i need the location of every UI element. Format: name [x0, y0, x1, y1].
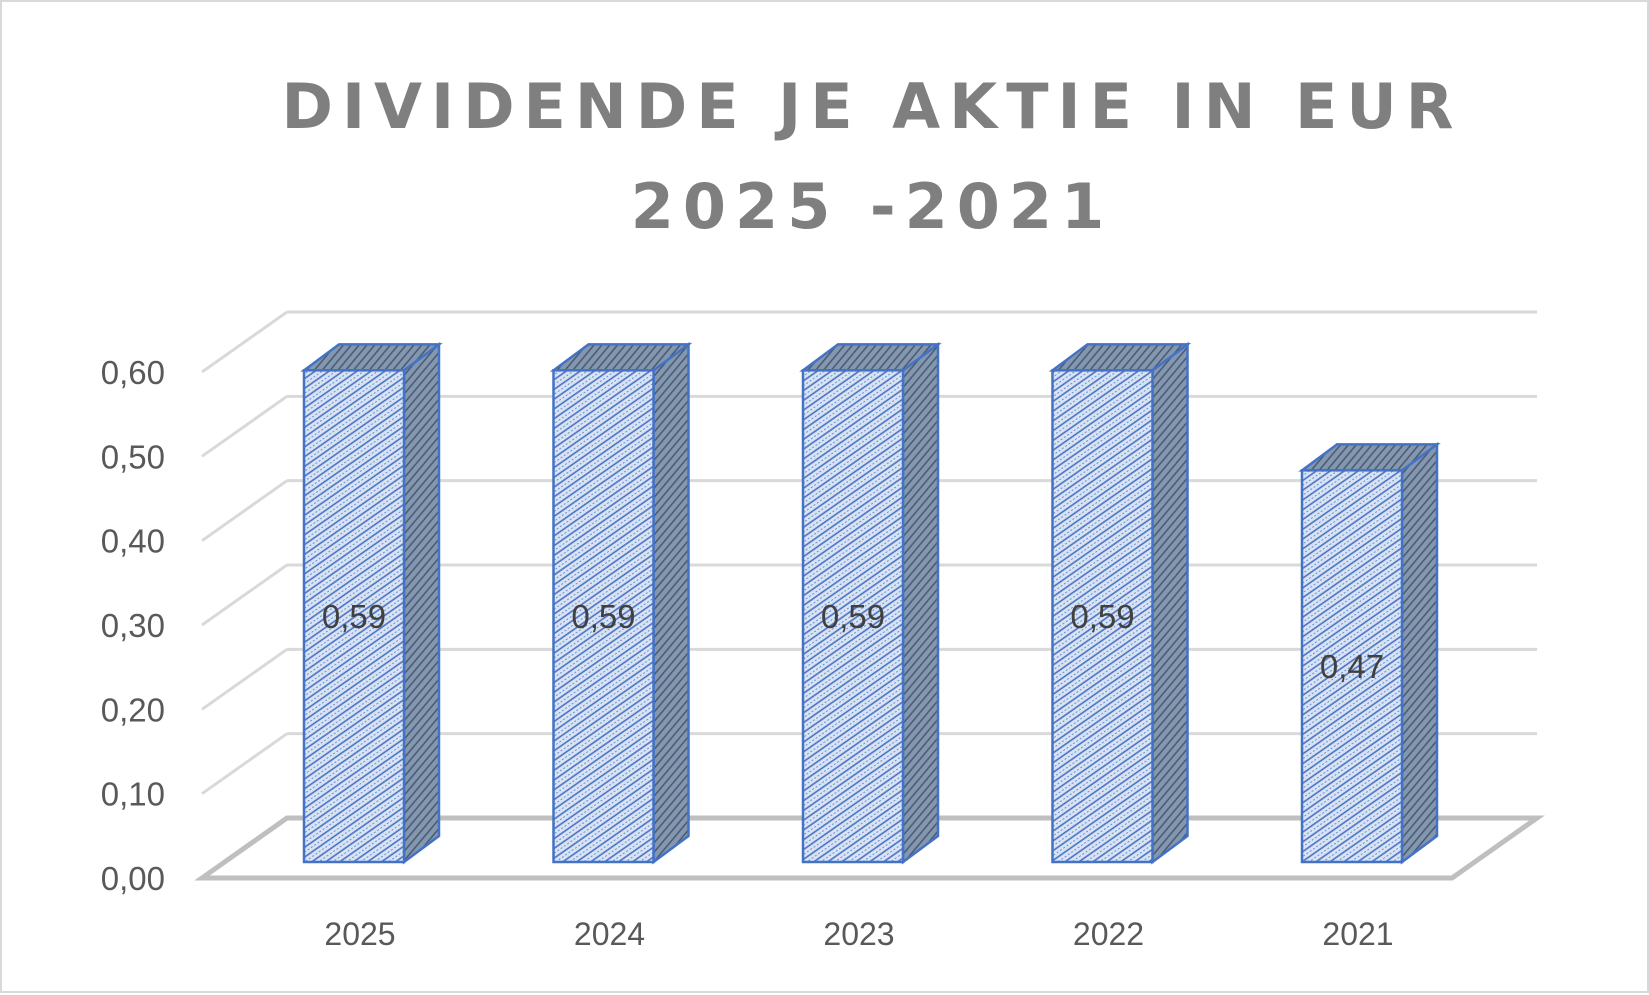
x-axis-category-labels: 2025 2024 2023 2022 2021: [324, 916, 1393, 952]
gridline-wall: [201, 310, 288, 374]
x-category-label: 2023: [823, 916, 894, 952]
gridline-wall: [201, 563, 288, 627]
y-tick-label: 0,00: [101, 860, 165, 897]
bar-front-face: [801, 369, 905, 864]
bar-side-face: [652, 341, 690, 865]
chart-title-line-2: 2025 -2021: [631, 170, 1113, 243]
bar-front-face: [1300, 469, 1404, 864]
bar-side-face: [901, 341, 940, 865]
y-tick-label: 0,50: [101, 438, 165, 475]
bar-side-face: [402, 341, 441, 865]
y-tick-label: 0,10: [101, 776, 165, 813]
x-category-label: 2025: [324, 916, 395, 952]
bars: 0,59 0,59 0,59 0,59 0,47: [300, 341, 1441, 865]
bar-2021: 0,47: [1298, 441, 1441, 865]
gridline-wall: [201, 732, 288, 795]
gridline-wall: [201, 479, 288, 542]
gridline-wall: [201, 648, 288, 711]
chart-title-line-1: DIVIDENDE JE AKTIE IN EUR: [281, 70, 1462, 143]
x-category-label: 2021: [1322, 916, 1393, 952]
y-tick-label: 0,20: [101, 691, 165, 728]
data-label: 0,59: [1070, 598, 1134, 635]
gridline-wall: [201, 395, 288, 458]
y-axis-tick-labels: 0,00 0,10 0,20 0,30 0,40 0,50 0,60: [101, 354, 165, 897]
bar-front-face: [552, 369, 655, 864]
data-label: 0,59: [821, 598, 885, 635]
data-label: 0,59: [322, 598, 386, 635]
bar-front-face: [1051, 369, 1154, 864]
y-tick-label: 0,30: [101, 607, 165, 644]
floor-outline: [194, 815, 1545, 881]
data-label: 0,47: [1320, 648, 1384, 685]
x-category-label: 2024: [574, 916, 645, 952]
bar-2022: 0,59: [1048, 341, 1192, 865]
bar-2024: 0,59: [549, 341, 693, 865]
y-tick-label: 0,40: [101, 523, 165, 560]
bar-side-face: [1400, 441, 1439, 865]
bar-2025: 0,59: [300, 341, 443, 865]
y-tick-label: 0,60: [101, 354, 165, 391]
chart-floor: [194, 815, 1545, 881]
x-category-label: 2022: [1073, 916, 1144, 952]
data-label: 0,59: [571, 598, 635, 635]
bar-side-face: [1151, 341, 1189, 865]
bar-front-face: [302, 369, 406, 864]
bar-2023: 0,59: [799, 341, 942, 865]
